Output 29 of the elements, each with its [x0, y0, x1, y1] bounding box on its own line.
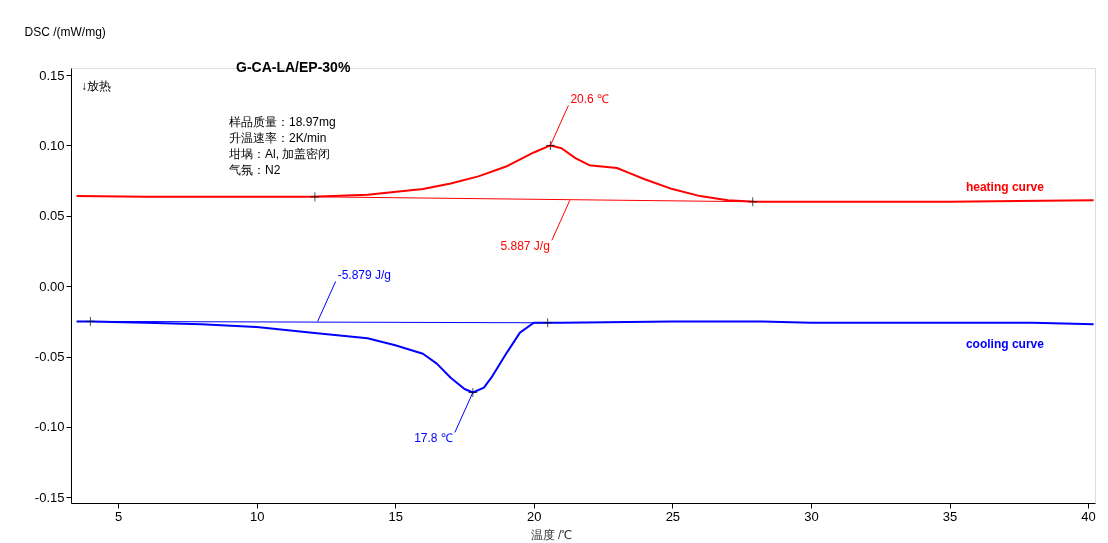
annotation: 20.6 ℃ — [570, 92, 610, 107]
y-tick-label: 0.05 — [39, 208, 65, 224]
x-tick-label: 25 — [665, 508, 681, 524]
y-tick-label: -0.05 — [34, 349, 65, 365]
x-axis-title: 温度 /℃ — [530, 527, 573, 542]
annotation: -5.879 J/g — [337, 268, 392, 283]
x-tick-label: 40 — [1081, 508, 1096, 524]
x-tick-label: 20 — [527, 508, 542, 524]
y-tick-label: -0.15 — [34, 489, 65, 505]
series-label: cooling curve — [965, 337, 1045, 352]
y-tick-label: 0.00 — [39, 278, 65, 294]
annotation: 17.8 ℃ — [414, 431, 453, 446]
x-tick-label: 15 — [388, 508, 403, 524]
annotation: 气氛：N2 — [229, 163, 281, 177]
y-tick-label: -0.10 — [34, 419, 65, 435]
series-label: heating curve — [965, 180, 1045, 195]
annotation: ↓放热 — [81, 79, 111, 93]
annotation: 5.887 J/g — [500, 239, 550, 254]
y-tick-label: 0.15 — [39, 67, 65, 83]
x-tick-label: 10 — [249, 508, 265, 524]
y-tick-label: 0.10 — [39, 137, 65, 153]
y-axis-title: DSC /(mW/mg) — [24, 24, 106, 39]
annotation: 升温速率：2K/min — [229, 131, 327, 145]
chart-title: G-CA-LA/EP-30% — [236, 59, 351, 75]
x-tick-label: 5 — [115, 508, 123, 524]
annotation: 坩埚：Al, 加盖密闭 — [228, 147, 331, 161]
x-tick-label: 30 — [804, 508, 819, 524]
x-tick-label: 35 — [942, 508, 958, 524]
annotation: 样品质量：18.97mg — [229, 115, 336, 129]
